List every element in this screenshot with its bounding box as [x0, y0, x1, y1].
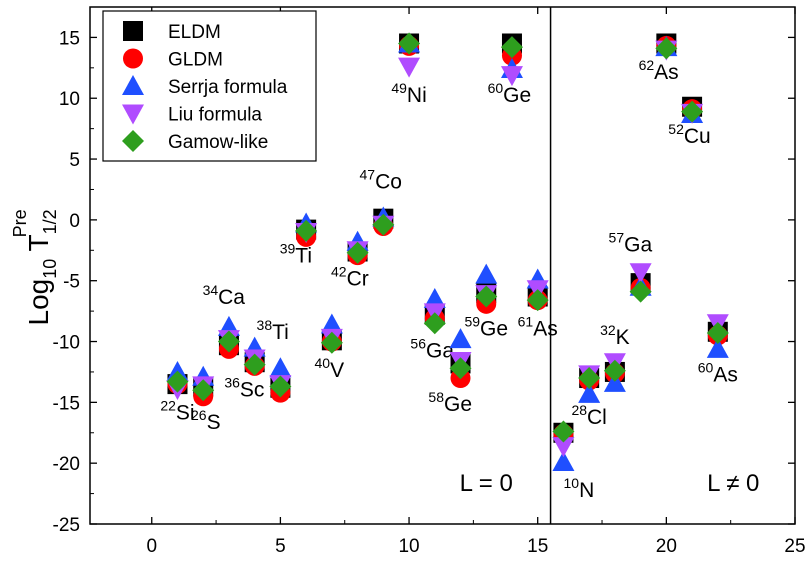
nuclide-label: 62As	[639, 57, 679, 84]
nuclide-label: 40V	[314, 355, 344, 382]
legend-marker	[122, 104, 144, 125]
region-labels: L = 0 L ≠ 0	[460, 470, 760, 497]
nuclide-label: 47Co	[360, 166, 402, 193]
data-point	[320, 313, 343, 334]
x-tick-label: 5	[275, 536, 286, 557]
legend: ELDM GLDM Serrja formula Liu formula Gamow-l…	[102, 10, 317, 162]
x-tick-label: 25	[784, 536, 805, 557]
data-point	[320, 331, 343, 354]
axis-ticks: 0 5 10 15 20 25 -25 -20 -15 -10 -5 0 5 10 15	[53, 7, 806, 557]
nuclide-label: 57Ga	[609, 230, 653, 257]
nuclide-label: 49Ni	[391, 80, 426, 107]
plot-border	[89, 6, 796, 525]
data-point	[500, 36, 523, 59]
nuclide-label: 58Ge	[428, 389, 472, 416]
y-tick-label: 5	[69, 150, 80, 171]
nuclide-label: 36Sc	[224, 374, 264, 401]
nuclide-label: 61As	[518, 313, 558, 340]
nuclide-label: 60Ge	[488, 80, 532, 107]
data-point	[552, 437, 575, 458]
data-point	[526, 289, 549, 312]
data-point	[706, 322, 729, 345]
y-tick-label: -20	[53, 454, 80, 475]
data-point	[655, 37, 678, 60]
data-point	[372, 213, 395, 236]
x-tick-label: 10	[398, 536, 419, 557]
data-point	[706, 337, 729, 358]
region-label: L = 0	[460, 470, 513, 497]
region-label: L ≠ 0	[707, 470, 759, 497]
nuclide-label: 39Ti	[280, 240, 312, 267]
data-point	[603, 371, 626, 392]
data-point	[475, 285, 498, 308]
legend-label: Liu formula	[168, 105, 262, 126]
y-axis-title: Log10 T1/2Pre	[10, 209, 60, 325]
data-markers	[166, 32, 729, 471]
legend-marker	[123, 48, 143, 69]
nuclide-label: 38Ti	[257, 317, 289, 344]
y-tick-label: 10	[59, 89, 80, 110]
nuclide-label: 32K	[600, 322, 630, 349]
y-tick-label: -10	[53, 333, 80, 354]
data-point	[243, 353, 266, 376]
data-point	[449, 357, 472, 380]
nuclide-label: 56Ga	[410, 335, 454, 362]
nuclide-label: 10N	[563, 475, 594, 502]
y-axis-label: Log10 T1/2Pre	[10, 209, 60, 325]
x-tick-label: 15	[527, 536, 548, 557]
data-point	[398, 32, 421, 55]
data-point	[552, 450, 575, 471]
y-axis-label-text: Log10 T1/2Pre	[10, 209, 60, 325]
data-point	[578, 367, 601, 390]
legend-label: Serrja formula	[168, 77, 288, 98]
data-point	[552, 420, 575, 443]
data-point	[269, 375, 292, 398]
data-point	[681, 100, 704, 123]
data-point	[295, 219, 318, 242]
nuclide-label: 42Cr	[331, 264, 369, 291]
plot-frame	[89, 6, 796, 525]
y-tick-label: -5	[63, 272, 80, 293]
nuclide-label: 34Ca	[203, 282, 246, 309]
y-tick-label: 0	[69, 211, 80, 232]
nuclide-label: 28Cl	[571, 402, 606, 429]
data-point	[423, 287, 446, 308]
data-point	[423, 312, 446, 335]
nuclide-label: 22Si	[160, 397, 194, 424]
data-point	[192, 379, 215, 402]
data-point	[629, 280, 652, 303]
data-point	[269, 357, 292, 378]
data-point	[500, 66, 523, 87]
data-point	[475, 263, 498, 284]
legend-marker	[122, 75, 144, 95]
data-point	[346, 241, 369, 264]
legend-marker	[123, 21, 143, 41]
x-tick-label: 20	[656, 536, 677, 557]
nuclide-label: 59Ge	[464, 313, 508, 340]
data-point	[166, 370, 189, 393]
nuclide-label: 52Cu	[668, 121, 710, 148]
y-tick-label: -25	[53, 515, 80, 536]
data-point	[398, 57, 421, 78]
y-tick-label: -15	[53, 393, 80, 414]
series-gamow-like	[166, 32, 729, 443]
x-tick-label: 0	[146, 536, 157, 557]
data-point	[449, 328, 472, 349]
data-point	[578, 382, 601, 403]
legend-label: Gamow-like	[168, 132, 268, 153]
data-point	[217, 330, 240, 353]
data-point	[629, 263, 652, 284]
legend-label: GLDM	[168, 50, 223, 71]
nuclide-label: 60As	[698, 360, 738, 387]
legend-marker	[122, 130, 144, 152]
legend-label: ELDM	[168, 22, 221, 43]
y-tick-label: 15	[59, 28, 80, 49]
nuclide-label: 26S	[191, 407, 221, 434]
data-point	[603, 359, 626, 382]
